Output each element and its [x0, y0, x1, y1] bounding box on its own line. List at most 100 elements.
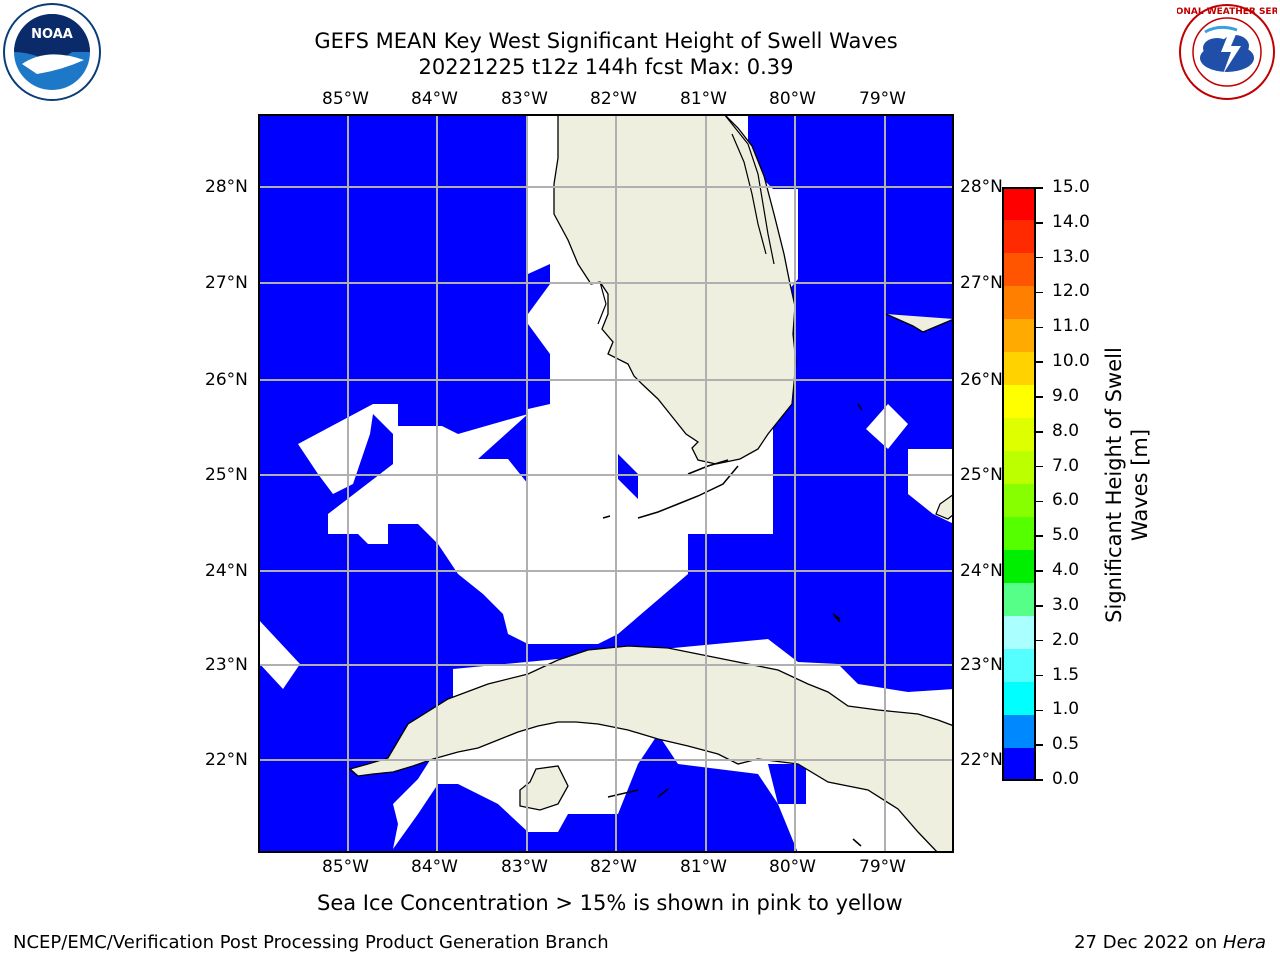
- colorbar-segment: [1002, 517, 1036, 551]
- lat-label-left: 28°N: [205, 177, 248, 197]
- lat-label-left: 25°N: [205, 465, 248, 485]
- lat-label-right: 22°N: [960, 750, 1003, 770]
- map-panel: [258, 113, 955, 854]
- colorbar-tick-mark: [1036, 779, 1043, 781]
- colorbar-tick-mark: [1036, 256, 1043, 259]
- colorbar-segment: [1002, 220, 1036, 254]
- colorbar-tick-label: 1.0: [1052, 699, 1080, 720]
- colorbar-segment: [1002, 682, 1036, 716]
- lon-label-bottom: 81°W: [680, 857, 727, 877]
- lon-label-top: 85°W: [322, 89, 369, 109]
- footer-branch: NCEP/EMC/Verification Post Processing Pr…: [13, 932, 609, 953]
- colorbar-tick-mark: [1036, 187, 1043, 189]
- colorbar-segment: [1002, 319, 1036, 353]
- colorbar-tick-mark: [1036, 465, 1043, 468]
- colorbar-frame: [1002, 187, 1036, 781]
- lat-label-left: 26°N: [205, 370, 248, 390]
- colorbar-segment: [1002, 484, 1036, 518]
- colorbar-title-line2: Waves [m]: [1128, 428, 1152, 542]
- colorbar-tick-label: 1.5: [1052, 664, 1080, 685]
- footer-host: Hera: [1222, 932, 1266, 953]
- chart-title-line2: 20221225 t12z 144h fcst Max: 0.39: [418, 55, 794, 79]
- lon-label-bottom: 85°W: [322, 857, 369, 877]
- map-gridlines: [258, 114, 954, 853]
- lon-label-bottom: 83°W: [501, 857, 548, 877]
- lon-label-top: 79°W: [859, 89, 906, 109]
- lon-label-bottom: 82°W: [590, 857, 637, 877]
- lon-label-top: 83°W: [501, 89, 548, 109]
- colorbar-segment: [1002, 385, 1036, 419]
- footer-date: 27 Dec 2022 on Hera: [1074, 932, 1266, 953]
- colorbar-segment: [1002, 550, 1036, 584]
- colorbar-tick-label: 5.0: [1052, 525, 1080, 546]
- noaa-logo-text: NOAA: [31, 27, 73, 42]
- nws-logo: NATIONAL WEATHER SERVICE: [1152, 2, 1280, 102]
- colorbar-tick-label: 6.0: [1052, 490, 1080, 511]
- colorbar-tick-mark: [1036, 709, 1043, 712]
- colorbar-tick-label: 7.0: [1052, 455, 1080, 476]
- lon-label-bottom: 84°W: [411, 857, 458, 877]
- colorbar-tick-label: 3.0: [1052, 594, 1080, 615]
- map-svg: [258, 113, 955, 854]
- colorbar-tick-label: 15.0: [1052, 177, 1090, 197]
- colorbar-svg: [1002, 187, 1036, 782]
- colorbar-segment: [1002, 418, 1036, 452]
- colorbar-tick-label: 14.0: [1052, 211, 1090, 232]
- colorbar-tick-mark: [1036, 361, 1043, 363]
- colorbar-tick-mark: [1036, 222, 1043, 224]
- colorbar-segment: [1002, 583, 1036, 617]
- lat-label-left: 27°N: [205, 273, 248, 293]
- cuba-land: [348, 645, 955, 854]
- lat-label-left: 23°N: [205, 655, 248, 675]
- lat-label-right: 24°N: [960, 561, 1003, 581]
- colorbar-tick-label: 0.5: [1052, 734, 1080, 755]
- lat-label-left: 22°N: [205, 750, 248, 770]
- lat-label-right: 23°N: [960, 655, 1003, 675]
- colorbar-tick-label: 0.0: [1052, 769, 1080, 789]
- footer-date-text: 27 Dec 2022 on: [1074, 932, 1223, 953]
- colorbar-tick-label: 12.0: [1052, 281, 1090, 302]
- lon-label-bottom: 80°W: [769, 857, 816, 877]
- noaa-logo: NOAA: [2, 2, 102, 102]
- colorbar-segment: [1002, 253, 1036, 287]
- lat-label-left: 24°N: [205, 561, 248, 581]
- colorbar-segment: [1002, 187, 1036, 221]
- colorbar-tick-label: 4.0: [1052, 560, 1080, 581]
- colorbar-segment: [1002, 616, 1036, 650]
- map-frame: [258, 114, 954, 853]
- colorbar-tick-mark: [1036, 500, 1043, 503]
- colorbar-tick-mark: [1036, 605, 1043, 607]
- lon-label-top: 81°W: [680, 89, 727, 109]
- colorbar-tick-label: 2.0: [1052, 629, 1080, 650]
- lon-label-top: 80°W: [769, 89, 816, 109]
- colorbar-ticks: 15.0 14.0 13.0 12.0 11.0 10.0 9.0 8.0 7.0 6.0 5.0 4…: [1036, 177, 1096, 789]
- colorbar-tick-mark: [1036, 639, 1043, 642]
- colorbar-tick-label: 11.0: [1052, 316, 1090, 337]
- colorbar-tick-mark: [1036, 396, 1043, 398]
- colorbar-tick-mark: [1036, 326, 1043, 329]
- nws-logo-text: NATIONAL WEATHER SERVICE: [1177, 7, 1277, 17]
- colorbar-tick-label: 10.0: [1052, 351, 1090, 372]
- lon-label-top: 84°W: [411, 89, 458, 109]
- sea-ice-note: Sea Ice Concentration > 15% is shown in …: [317, 891, 903, 915]
- chart-title-line1: GEFS MEAN Key West Significant Height of…: [314, 29, 898, 53]
- colorbar-tick-mark: [1036, 535, 1043, 537]
- colorbar-tick-mark: [1036, 744, 1043, 746]
- colorbar-segment: [1002, 649, 1036, 683]
- colorbar-segment: [1002, 748, 1036, 782]
- lat-label-right: 26°N: [960, 370, 1003, 390]
- lat-label-right: 25°N: [960, 465, 1003, 485]
- colorbar-segment: [1002, 352, 1036, 386]
- colorbar-tick-mark: [1036, 570, 1043, 572]
- colorbar-tick-mark: [1036, 291, 1043, 294]
- colorbar-segment: [1002, 286, 1036, 320]
- colorbar-title-line1: Significant Height of Swell: [1102, 347, 1126, 623]
- colorbar-tick-mark: [1036, 674, 1043, 677]
- colorbar-tick-label: 13.0: [1052, 246, 1090, 267]
- colorbar-segment: [1002, 715, 1036, 749]
- colorbar-tick-label: 9.0: [1052, 385, 1080, 406]
- colorbar-tick-mark: [1036, 431, 1043, 433]
- lat-label-right: 28°N: [960, 177, 1003, 197]
- colorbar-tick-label: 8.0: [1052, 420, 1080, 441]
- lon-label-bottom: 79°W: [859, 857, 906, 877]
